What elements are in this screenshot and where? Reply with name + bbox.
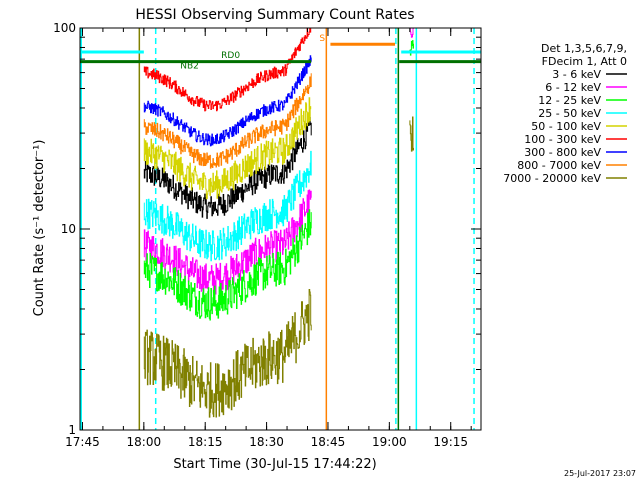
plot-area (80, 28, 481, 430)
series-line-300-800kev-1 (143, 55, 312, 147)
annotation-label-3: NB2 (180, 61, 199, 71)
annotations: S RD0 NB2 (180, 34, 325, 71)
legend-label-3: 12 - 25 keV (538, 94, 601, 107)
annotation-label-2: RD0 (221, 51, 240, 61)
y-axis-label: Count Rate (s⁻¹ detector⁻¹) (32, 140, 47, 317)
x-axis-label: Start Time (30-Jul-15 17:44:22) (173, 457, 376, 472)
series-line-3-6kev-1 (143, 117, 312, 219)
series-line-800-7000kev-1 (143, 73, 312, 169)
legend-label-6: 100 - 300 keV (524, 133, 601, 146)
legend: Det 1,3,5,6,7,9, FDecim 1, Att 0 3 - 6 k… (503, 42, 627, 185)
x-tick-label-1: 17:45 (65, 435, 100, 449)
annotation-label-1: S (319, 34, 325, 44)
series-line-12-25kev-1 (143, 209, 312, 321)
legend-label-4: 25 - 50 keV (538, 107, 601, 120)
series-line-6-12kev-2 (409, 28, 414, 38)
y-tick-label-3: 100 (53, 21, 76, 35)
series-line-100-300kev-1 (143, 28, 312, 112)
legend-label-5: 50 - 100 keV (531, 120, 601, 133)
chart-title: HESSI Observing Summary Count Rates (135, 7, 414, 23)
series-line-12-25kev-2 (409, 40, 414, 56)
x-tick-label-3: 18:15 (188, 435, 223, 449)
legend-label-2: 6 - 12 keV (545, 81, 601, 94)
legend-label-8: 800 - 7000 keV (517, 159, 601, 172)
legend-label-9: 7000 - 20000 keV (503, 172, 601, 185)
y-axis: 1 10 100 (53, 21, 481, 437)
legend-label-7: 300 - 800 keV (524, 146, 601, 159)
footer-timestamp: 25-Jul-2017 23:07 (564, 469, 636, 478)
x-tick-label-4: 18:30 (249, 435, 284, 449)
series-line-6-12kev-1 (143, 189, 312, 295)
x-tick-label-7: 19:15 (433, 435, 468, 449)
series-line-7000-20000kev-1 (143, 289, 312, 418)
legend-label-1: 3 - 6 keV (552, 68, 601, 81)
series-line-7000-20000kev-2 (409, 116, 414, 152)
y-tick-label-2: 10 (61, 222, 76, 236)
x-axis: 17:45 18:00 18:15 18:30 18:45 19:00 19:15 (65, 28, 472, 449)
series-line-25-50kev-1 (143, 150, 312, 262)
x-tick-label-6: 19:00 (372, 435, 407, 449)
x-tick-label-5: 18:45 (311, 435, 346, 449)
y-tick-label-1: 1 (68, 423, 76, 437)
legend-header-line-2: FDecim 1, Att 0 (542, 55, 627, 68)
x-tick-label-2: 18:00 (127, 435, 162, 449)
series-line-50-100kev-1 (143, 97, 312, 200)
legend-header-line-1: Det 1,3,5,6,7,9, (541, 42, 627, 55)
